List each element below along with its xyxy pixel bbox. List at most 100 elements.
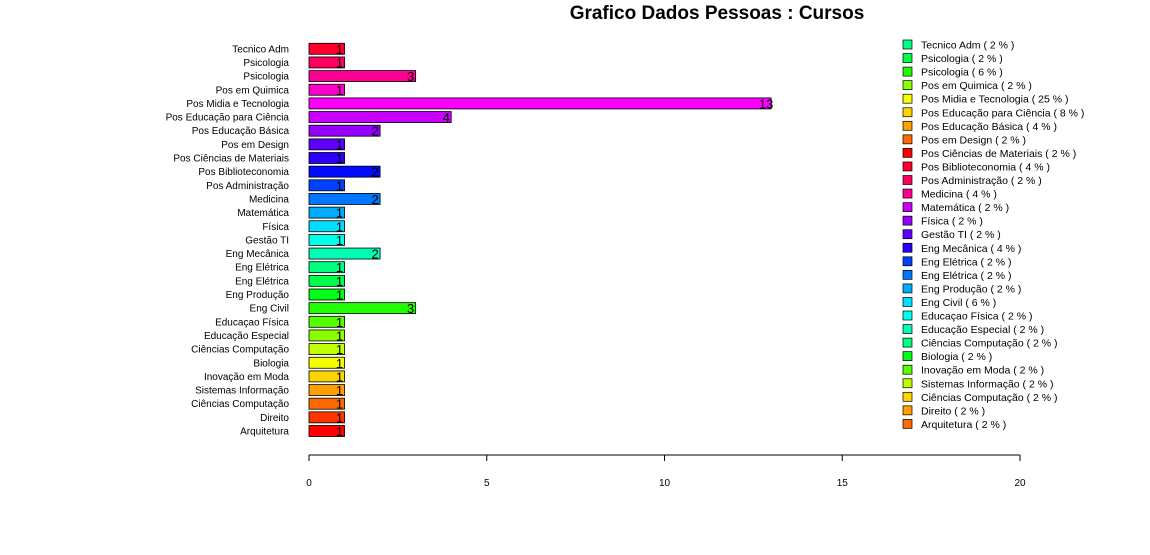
bar-23 — [308, 124, 381, 137]
x-tick-label: 15 — [837, 478, 849, 489]
bar-value-label: 1 — [336, 424, 343, 439]
bar-value-label: 1 — [336, 151, 343, 166]
legend-swatch — [902, 405, 913, 416]
legend-swatch — [902, 297, 913, 307]
legend-swatch — [902, 161, 913, 172]
legend-label: Pos em Design ( 2 % ) — [921, 134, 1026, 146]
category-label: Eng Produção — [226, 290, 290, 301]
legend-swatch — [902, 310, 913, 321]
legend-swatch — [902, 188, 913, 199]
category-label: Sistemas Informação — [195, 386, 289, 397]
bar-11 — [308, 288, 345, 301]
legend-swatch — [902, 175, 913, 185]
bar-17 — [308, 206, 345, 219]
bar-6 — [308, 356, 345, 369]
legend-label: Psicologia ( 6 % ) — [921, 67, 1003, 79]
bar-value-label: 1 — [336, 55, 343, 70]
bar-value-label: 1 — [336, 315, 343, 330]
bar-22 — [308, 138, 345, 151]
legend-swatch — [902, 107, 913, 118]
bar-value-label: 1 — [336, 260, 343, 275]
x-tick-label: 0 — [306, 478, 312, 489]
bar-10 — [308, 302, 417, 315]
x-tick-label: 10 — [659, 478, 671, 489]
bar-value-label: 1 — [336, 356, 343, 371]
bar-value-label: 2 — [371, 124, 378, 139]
legend-label: Pos Midia e Tecnologia ( 25 % ) — [921, 94, 1068, 106]
legend-swatch — [902, 364, 913, 375]
legend-label: Pos Educação para Ciência ( 8 % ) — [921, 107, 1084, 119]
bar-20 — [308, 165, 381, 178]
bar-1 — [308, 425, 345, 437]
bar-value-label: 1 — [336, 383, 343, 398]
legend-label: Pos Ciências de Materiais ( 2 % ) — [921, 148, 1076, 160]
legend-label: Pos Administração ( 2 % ) — [921, 175, 1042, 187]
bar-19 — [308, 179, 345, 192]
bar-value-label: 2 — [371, 192, 378, 207]
bar-value-label: 1 — [336, 42, 343, 57]
bar-value-label: 1 — [336, 274, 343, 289]
legend-label: Arquitetura ( 2 % ) — [921, 419, 1006, 431]
legend-label: Ciências Computação ( 2 % ) — [921, 338, 1058, 350]
bar-13 — [308, 261, 345, 274]
category-label: Física — [262, 222, 289, 233]
legend-label: Inovação em Moda ( 2 % ) — [921, 365, 1044, 377]
legend-label: Sistemas Informação ( 2 % ) — [921, 378, 1053, 390]
bar-24 — [308, 111, 452, 123]
bar-value-label: 13 — [759, 96, 773, 111]
bar-value-label: 1 — [336, 397, 343, 412]
bar-value-label: 1 — [336, 369, 343, 384]
category-label: Eng Mecânica — [226, 249, 290, 260]
legend-label: Eng Elétrica ( 2 % ) — [921, 270, 1011, 282]
legend-swatch — [902, 134, 913, 145]
legend-swatch — [902, 229, 913, 240]
category-label: Pos em Quimica — [216, 85, 290, 96]
bar-15 — [308, 233, 345, 246]
bars-group: Arquitetura 1 Direito 1 Ciências Computação 1… — [166, 42, 774, 439]
legend: Tecnico Adm ( 2 % )Psicologia ( 2 % ) Psi… — [902, 40, 1084, 431]
legend-label: Eng Produção ( 2 % ) — [921, 283, 1021, 295]
x-axis: 0 5 10 15 20 — [306, 454, 1026, 489]
bar-25 — [308, 97, 772, 110]
category-label: Pos Ciências de Materiais — [173, 154, 289, 165]
bar-26 — [308, 83, 345, 96]
bar-value-label: 1 — [336, 206, 343, 221]
category-label: Gestão TI — [245, 235, 289, 246]
legend-swatch — [902, 53, 913, 63]
bar-value-label: 1 — [336, 137, 343, 152]
bar-27 — [308, 70, 417, 82]
legend-swatch — [902, 242, 913, 253]
legend-swatch — [902, 378, 913, 389]
legend-label: Matemática ( 2 % ) — [921, 202, 1009, 214]
category-label: Pos Administração — [206, 181, 289, 192]
legend-swatch — [902, 148, 913, 158]
legend-label: Educação Especial ( 2 % ) — [921, 324, 1044, 336]
x-tick-label: 20 — [1014, 478, 1026, 489]
legend-swatch — [902, 337, 913, 348]
category-label: Inovação em Moda — [204, 372, 289, 383]
legend-swatch — [902, 202, 913, 212]
category-label: Direito — [260, 413, 289, 424]
legend-swatch — [902, 80, 913, 91]
bar-21 — [308, 152, 345, 164]
category-label: Pos Educação para Ciência — [166, 113, 290, 124]
bar-value-label: 2 — [371, 165, 378, 180]
legend-swatch — [902, 351, 913, 361]
legend-label: Biologia ( 2 % ) — [921, 351, 992, 363]
legend-label: Pos Biblioteconomia ( 4 % ) — [921, 161, 1050, 173]
legend-label: Tecnico Adm ( 2 % ) — [921, 40, 1014, 52]
bar-5 — [308, 370, 345, 383]
legend-label: Ciências Computação ( 2 % ) — [921, 392, 1058, 404]
bar-value-label: 1 — [336, 342, 343, 357]
category-label: Educação Especial — [204, 331, 289, 342]
legend-swatch — [902, 270, 913, 280]
category-label: Pos Midia e Tecnologia — [186, 99, 289, 110]
category-label: Educaçao Física — [215, 317, 289, 328]
category-label: Eng Civil — [250, 304, 289, 315]
legend-label: Medicina ( 4 % ) — [921, 189, 997, 201]
category-label: Medicina — [249, 194, 289, 205]
bar-14 — [308, 247, 381, 260]
legend-label: Gestão TI ( 2 % ) — [921, 229, 1001, 241]
category-label: Eng Elétrica — [235, 263, 289, 274]
